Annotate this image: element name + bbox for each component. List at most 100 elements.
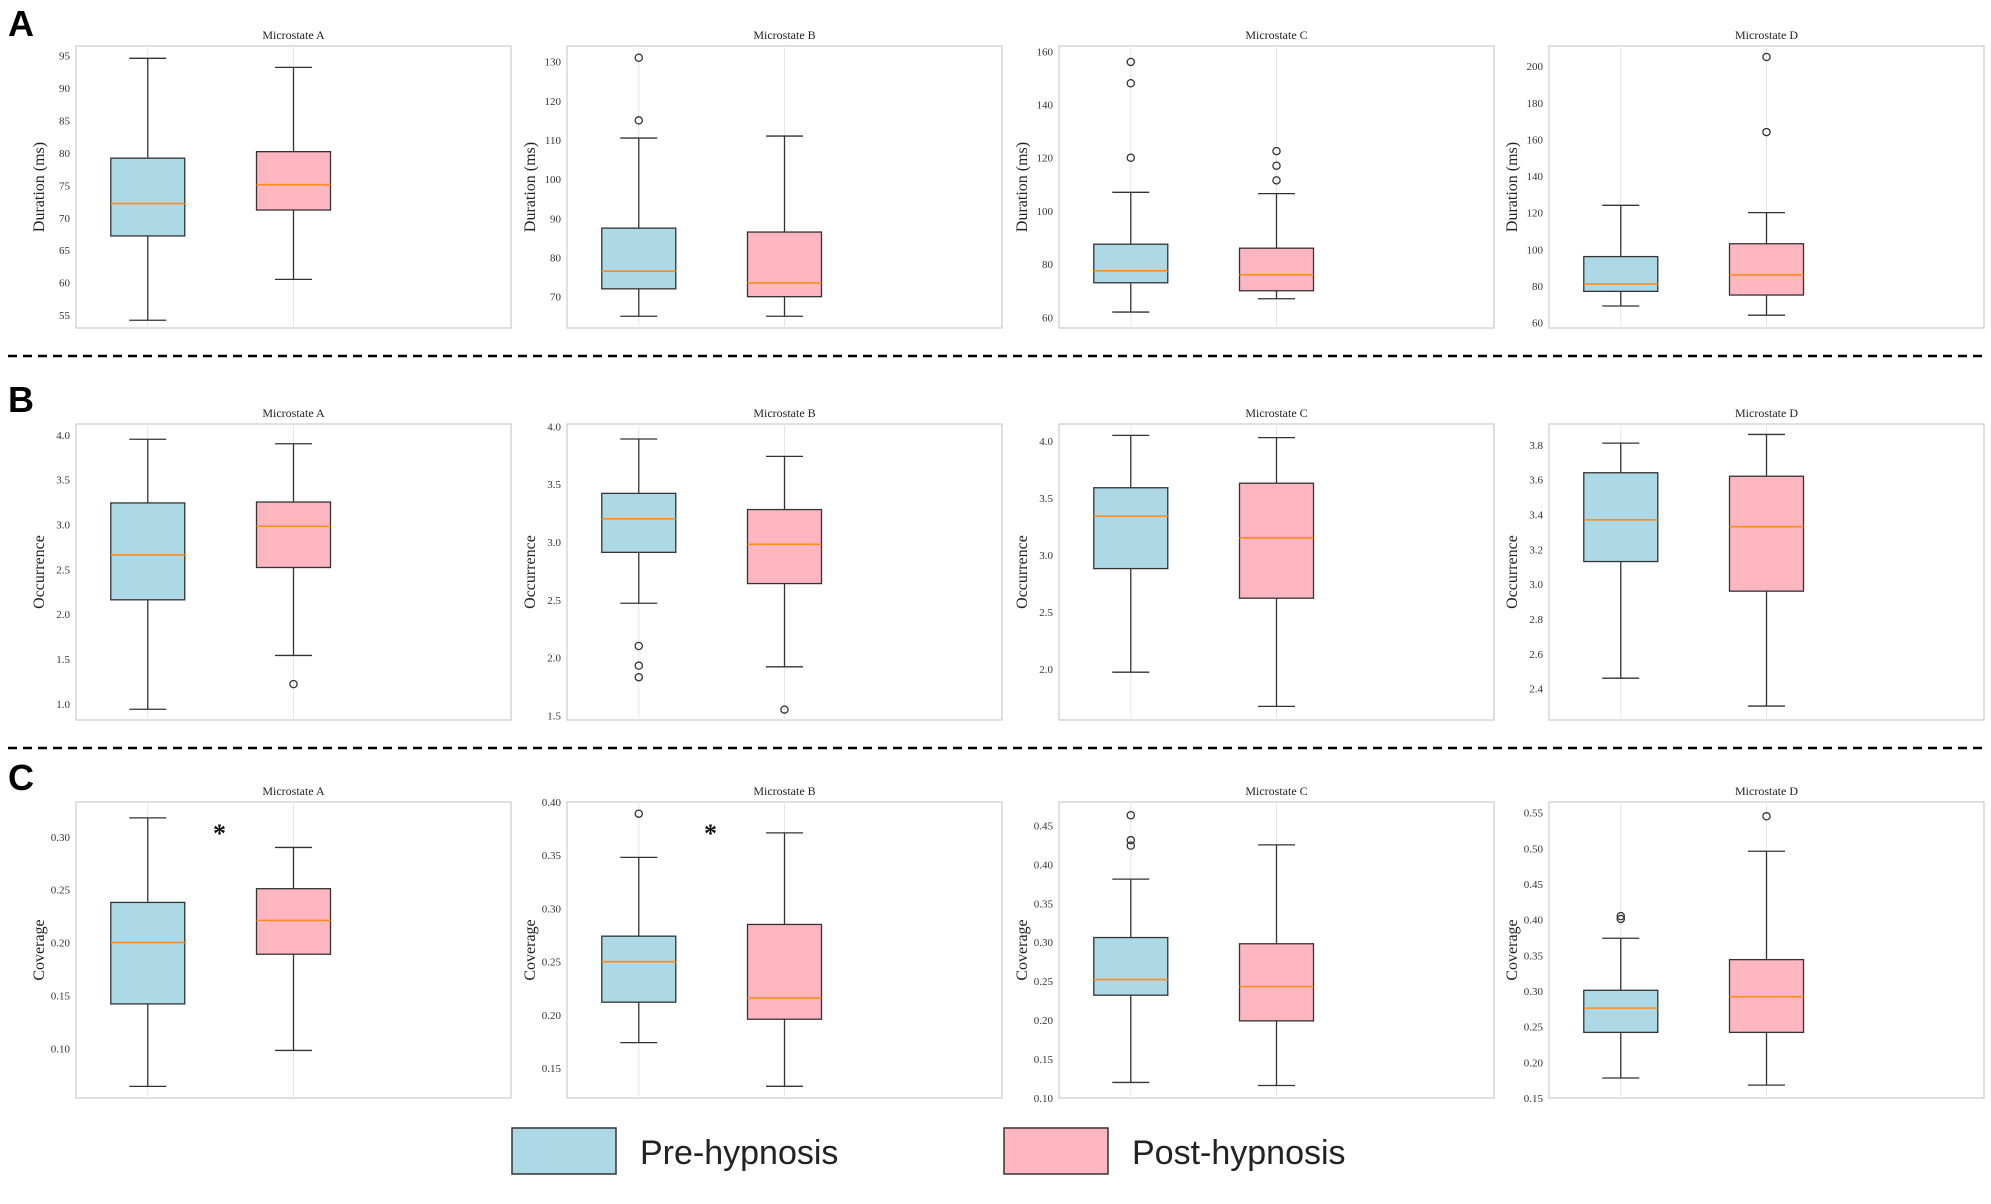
chart-a2: Microstate B Duration (ms) 70 80 90 100 110 120… [522,28,1003,329]
chart-b4-ytick-label: 3.2 [1529,544,1543,556]
subplots: Microstate A Duration (ms) 55 60 65 70 75 80 85 9… [31,28,1985,1105]
chart-b4-post-box [1728,475,1805,592]
chart-c4-ytick-label: 0.35 [1524,950,1544,962]
chart-b4-pre-box [1583,472,1659,563]
chart-a4-post-box [1728,243,1805,296]
chart-c4-ylabel: Coverage [1504,919,1521,980]
chart-c3-ytick-label: 0.25 [1034,976,1054,988]
chart-a4-ytick-label: 60 [1532,318,1544,330]
chart-b2-pre-outlier [634,672,644,682]
chart-c2-ylabel: Coverage [522,919,539,980]
chart-b1-ytick-label: 2.0 [56,609,70,621]
chart-c1-pre-box [110,901,186,1005]
chart-a1-ylabel: Duration (ms) [31,142,48,232]
chart-a3-ytick-label: 120 [1037,153,1054,165]
chart-a2-ytick-label: 100 [545,174,562,186]
chart-b3-title: Microstate C [1245,406,1307,420]
chart-b2-ytick-label: 3.0 [547,537,561,549]
chart-c1-title: Microstate A [262,784,325,798]
chart-a2-ytick-label: 130 [545,57,562,69]
chart-a4-ytick-label: 160 [1527,134,1544,146]
chart-c3-ytick-label: 0.10 [1034,1093,1054,1105]
chart-a4-ytick-label: 200 [1527,61,1544,73]
chart-a3-pre-outlier [1126,78,1136,88]
chart-b1-title: Microstate A [262,406,325,420]
chart-c4-ytick-label: 0.40 [1524,915,1544,927]
chart-b2-pre-outlier [634,641,644,651]
chart-b4-ytick-label: 3.4 [1529,510,1543,522]
chart-a4-ytick-label: 100 [1527,244,1544,256]
chart-c4-ytick-label: 0.30 [1524,986,1544,998]
chart-c4-ytick-label: 0.55 [1524,808,1544,820]
chart-c4-ytick-label: 0.50 [1524,843,1544,855]
chart-a3-ytick-label: 160 [1037,46,1054,58]
chart-b2-pre-outlier [634,661,644,670]
legend-swatch-post [1003,1127,1109,1175]
chart-c1-ytick-label: 0.10 [51,1043,71,1055]
legend-label-post: Post-hypnosis [1132,1134,1346,1172]
chart-b1-ytick-label: 3.5 [56,475,70,487]
chart-a1-ytick-label: 90 [59,83,71,95]
chart-a3-post-outlier [1272,146,1281,156]
chart-a2-title: Microstate B [753,28,815,42]
chart-b4-ytick-label: 3.6 [1529,475,1543,487]
chart-a3-ytick-label: 140 [1037,100,1054,112]
chart-c2-ytick-label: 0.30 [542,903,562,915]
chart-a1-ytick-label: 70 [59,213,71,225]
chart-c1-ylabel: Coverage [31,919,48,980]
chart-a4-post-outlier [1762,127,1771,137]
chart-a4-ytick-label: 80 [1532,281,1544,293]
chart-c3-post-box [1238,943,1315,1022]
chart-c2-ytick-label: 0.20 [542,1010,562,1022]
chart-c4-post-outlier [1762,812,1771,821]
chart-a4-ylabel: Duration (ms) [1504,142,1521,232]
chart-a3-post-box [1238,247,1315,292]
chart-c3-ytick-label: 0.20 [1034,1015,1054,1027]
chart-a4-post-outlier [1762,52,1771,62]
chart-c3-pre-outlier [1126,810,1136,820]
chart-a4-ytick-label: 140 [1527,171,1544,183]
chart-a3: Microstate C Duration (ms) 60 80 100 120 140 16… [1014,28,1495,329]
chart-c2-ytick-label: 0.15 [542,1063,562,1075]
chart-a2-ytick-label: 70 [550,292,562,304]
chart-b1-ytick-label: 3.0 [56,519,70,531]
panel-letter-a: A [8,3,34,44]
chart-c1-ytick-label: 0.25 [51,885,71,897]
chart-b4-ytick-label: 3.8 [1529,440,1543,452]
chart-b2-ytick-label: 2.5 [547,595,561,607]
chart-b1-ytick-label: 2.5 [56,564,70,576]
chart-a3-post-outlier [1272,176,1281,185]
chart-c1-ytick-label: 0.20 [51,938,71,950]
chart-b1-post-outlier [289,679,298,689]
chart-c2-title: Microstate B [753,784,815,798]
chart-c3-ytick-label: 0.30 [1034,937,1054,949]
chart-a1-ytick-label: 75 [59,180,71,192]
chart-c3-ytick-label: 0.15 [1034,1054,1054,1066]
chart-c2-ytick-label: 0.40 [542,797,562,809]
chart-b3-ytick-label: 3.5 [1039,493,1053,505]
chart-c4-title: Microstate D [1735,784,1798,798]
chart-c2-post-box [746,923,823,1020]
chart-c2-ytick-label: 0.25 [542,957,562,969]
chart-b1-ytick-label: 4.0 [56,430,70,442]
chart-b1-pre-box [110,502,186,601]
chart-a1-ytick-label: 95 [59,51,71,63]
legend-label-pre: Pre-hypnosis [640,1134,838,1172]
chart-a4: Microstate D Duration (ms) 60 80 100 120 140 16… [1504,28,1985,330]
chart-c4-ytick-label: 0.25 [1524,1022,1544,1034]
chart-c2-significance: * [704,819,717,848]
chart-c2-pre-box [601,935,677,1003]
chart-c1-significance: * [213,819,226,848]
chart-c3-pre-outlier [1126,841,1136,850]
chart-b4-title: Microstate D [1735,406,1798,420]
chart-a4-pre-box [1583,255,1659,293]
chart-b3-ytick-label: 2.5 [1039,607,1053,619]
chart-b1-post-box [255,501,332,569]
chart-a3-pre-box [1093,243,1169,284]
chart-a3-pre-outlier [1126,153,1136,162]
chart-b4-ytick-label: 2.8 [1529,614,1543,626]
chart-c1-ytick-label: 0.15 [51,990,71,1002]
chart-b3-ylabel: Occurrence [1014,535,1031,609]
chart-b2-title: Microstate B [753,406,815,420]
